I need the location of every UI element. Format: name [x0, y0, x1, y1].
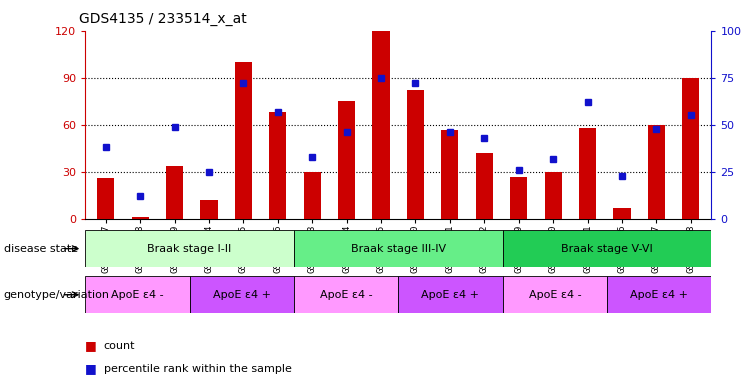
Text: ApoE ε4 -: ApoE ε4 -	[111, 290, 164, 300]
Bar	[166, 166, 183, 219]
Bar	[682, 78, 700, 219]
Text: count: count	[104, 341, 136, 351]
Text: ApoE ε4 -: ApoE ε4 -	[528, 290, 581, 300]
Bar	[190, 276, 294, 313]
Bar	[399, 276, 502, 313]
Text: GDS4135 / 233514_x_at: GDS4135 / 233514_x_at	[79, 12, 247, 25]
Bar	[85, 276, 190, 313]
Bar	[97, 178, 114, 219]
Bar	[502, 276, 607, 313]
Text: ApoE ε4 +: ApoE ε4 +	[213, 290, 270, 300]
Bar	[373, 31, 390, 219]
Text: ■: ■	[85, 362, 97, 375]
Text: Braak stage V-VI: Braak stage V-VI	[561, 243, 653, 254]
Bar	[294, 276, 398, 313]
Bar	[85, 230, 294, 267]
Text: genotype/variation: genotype/variation	[4, 290, 110, 300]
Bar	[579, 128, 596, 219]
Bar	[510, 177, 528, 219]
Text: ApoE ε4 -: ApoE ε4 -	[320, 290, 373, 300]
Bar	[648, 125, 665, 219]
Text: ApoE ε4 +: ApoE ε4 +	[422, 290, 479, 300]
Text: ■: ■	[85, 339, 97, 352]
Bar	[201, 200, 218, 219]
Bar	[132, 217, 149, 219]
Bar	[476, 153, 493, 219]
Bar	[614, 208, 631, 219]
Bar	[269, 112, 287, 219]
Bar	[304, 172, 321, 219]
Text: Braak stage III-IV: Braak stage III-IV	[350, 243, 446, 254]
Bar	[442, 129, 459, 219]
Text: Braak stage I-II: Braak stage I-II	[147, 243, 232, 254]
Text: disease state: disease state	[4, 243, 78, 254]
Text: ApoE ε4 +: ApoE ε4 +	[630, 290, 688, 300]
Bar	[607, 276, 711, 313]
Bar	[235, 62, 252, 219]
Bar	[294, 230, 502, 267]
Bar	[502, 230, 711, 267]
Bar	[338, 101, 355, 219]
Bar	[545, 172, 562, 219]
Bar	[407, 90, 424, 219]
Text: percentile rank within the sample: percentile rank within the sample	[104, 364, 292, 374]
